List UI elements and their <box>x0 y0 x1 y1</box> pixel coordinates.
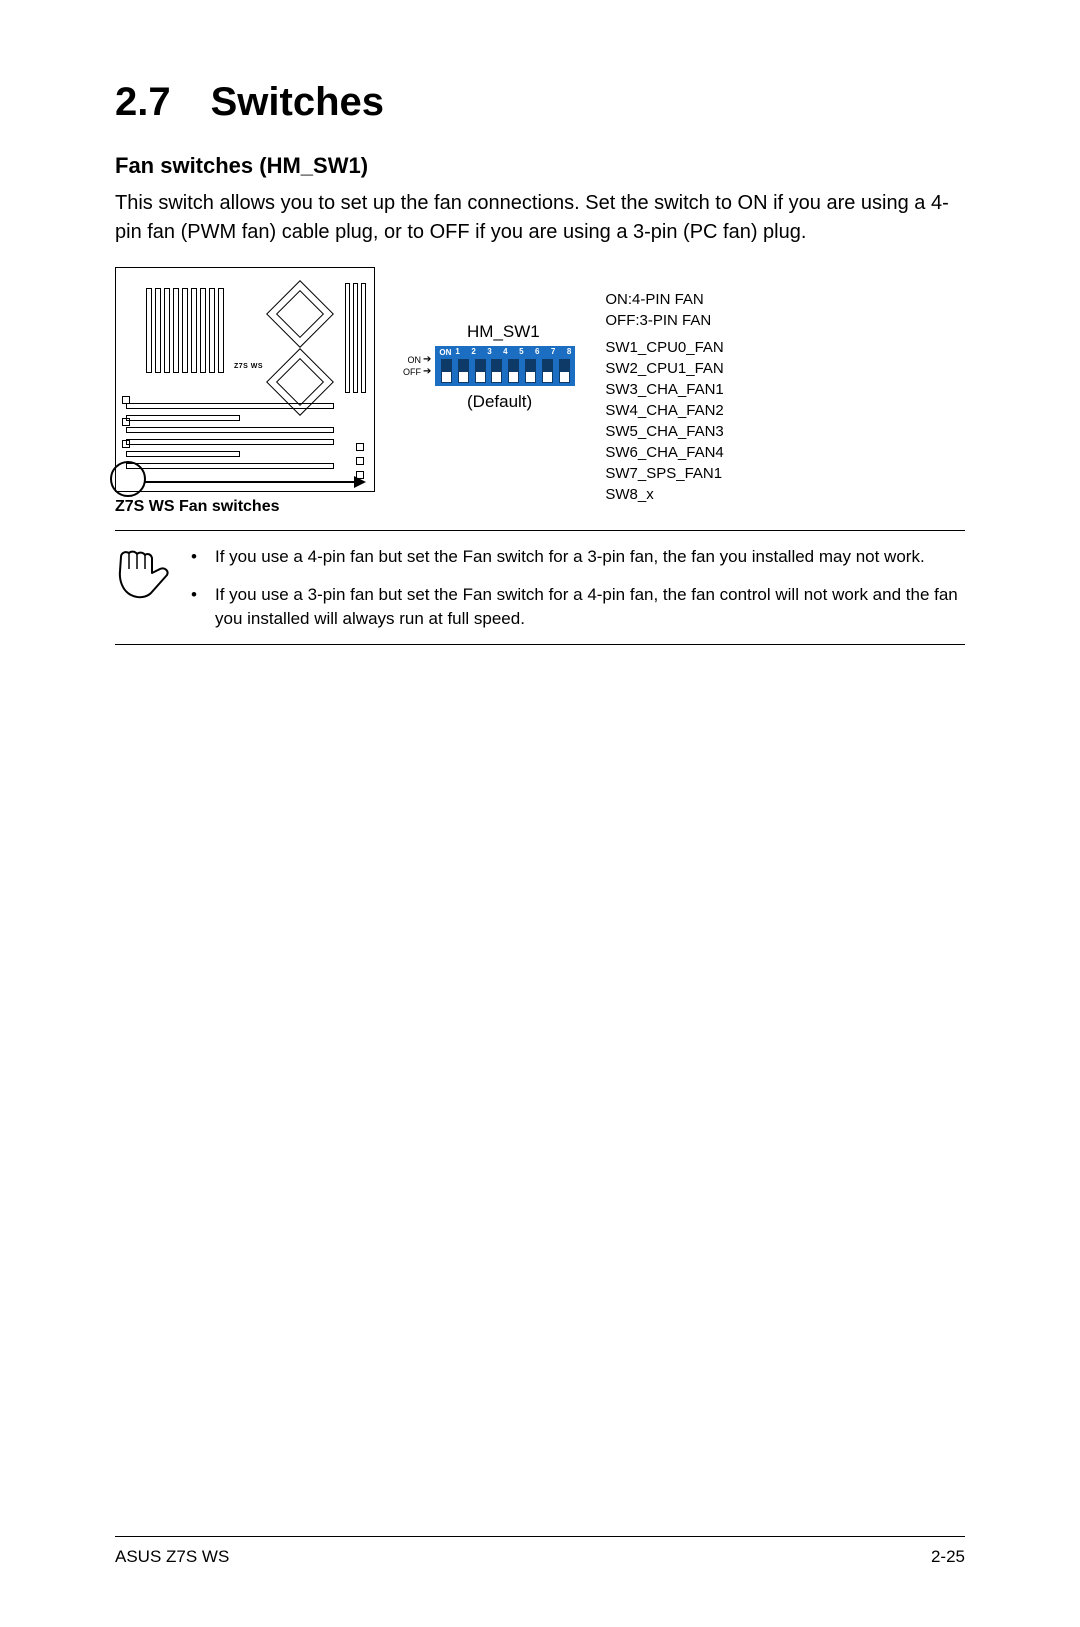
note-block: • If you use a 4-pin fan but set the Fan… <box>115 530 965 645</box>
body-paragraph: This switch allows you to set up the fan… <box>115 189 965 247</box>
note-list: • If you use a 4-pin fan but set the Fan… <box>185 545 965 630</box>
on-off-labels: ON➔ OFF➔ <box>403 354 431 378</box>
motherboard-diagram-wrapper: Z7S WS Z7S WS Fan switches <box>115 267 393 516</box>
motherboard-diagram: Z7S WS <box>115 267 375 492</box>
legend-row: SW3_CHA_FAN1 <box>605 379 723 400</box>
subheading: Fan switches (HM_SW1) <box>115 153 965 179</box>
legend-row: SW6_CHA_FAN4 <box>605 442 723 463</box>
dip-num: 8 <box>567 347 571 356</box>
section-name: Switches <box>211 80 384 124</box>
bullet-icon: • <box>185 583 215 631</box>
legend-row: SW2_CPU1_FAN <box>605 358 723 379</box>
dip-on-text: ON <box>439 348 451 357</box>
dimm-slot-icon <box>361 283 366 393</box>
callout-arrow <box>144 481 364 483</box>
legend-row: SW8_x <box>605 484 723 505</box>
dip-num: 1 <box>455 347 459 356</box>
dip-num: 6 <box>535 347 539 356</box>
legend-row: SW4_CHA_FAN2 <box>605 400 723 421</box>
on-label: ON <box>408 355 422 366</box>
dip-switch-column: HM_SW1 ON➔ OFF➔ ON 1 2 3 4 5 6 7 <box>403 267 575 412</box>
diagram-row: Z7S WS Z7S WS Fan switches <box>115 267 965 516</box>
section-number: 2.7 <box>115 80 171 125</box>
section-title: 2.7 Switches <box>115 80 965 125</box>
note-text: If you use a 4-pin fan but set the Fan s… <box>215 545 925 569</box>
legend-row: SW1_CPU0_FAN <box>605 337 723 358</box>
dip-switch-icon: ON 1 2 3 4 5 6 7 8 <box>435 346 575 386</box>
legend-off-line: OFF:3-PIN FAN <box>605 310 723 331</box>
off-label: OFF <box>403 367 421 378</box>
board-model-label: Z7S WS <box>234 363 263 370</box>
switch-location-marker <box>110 461 146 497</box>
arrow-right-icon: ➔ <box>423 366 431 378</box>
bullet-icon: • <box>185 545 215 569</box>
footer-right: 2-25 <box>931 1547 965 1567</box>
page-footer: ASUS Z7S WS 2-25 <box>115 1536 965 1567</box>
note-hand-icon <box>115 545 185 606</box>
pcie-area <box>126 403 334 471</box>
arrow-right-icon: ➔ <box>423 354 431 366</box>
dimm-slot-icon <box>353 283 358 393</box>
cpu-socket-icon <box>266 280 334 348</box>
heatsink-icon <box>146 288 226 373</box>
diagram-caption: Z7S WS Fan switches <box>115 498 393 516</box>
dip-num: 7 <box>551 347 555 356</box>
note-item: • If you use a 4-pin fan but set the Fan… <box>185 545 965 569</box>
note-text: If you use a 3-pin fan but set the Fan s… <box>215 583 965 631</box>
dip-switch-title: HM_SW1 <box>467 322 575 342</box>
legend-row: SW5_CHA_FAN3 <box>605 421 723 442</box>
dip-num: 5 <box>519 347 523 356</box>
dip-num: 4 <box>503 347 507 356</box>
legend-on-line: ON:4-PIN FAN <box>605 289 723 310</box>
dimm-slot-icon <box>345 283 350 393</box>
dip-num: 3 <box>487 347 491 356</box>
legend-column: ON:4-PIN FAN OFF:3-PIN FAN SW1_CPU0_FAN … <box>605 267 723 505</box>
default-label: (Default) <box>467 392 575 412</box>
page: 2.7 Switches Fan switches (HM_SW1) This s… <box>0 0 1080 1627</box>
dip-number-row: 1 2 3 4 5 6 7 8 <box>455 347 571 356</box>
footer-left: ASUS Z7S WS <box>115 1547 229 1567</box>
note-item: • If you use a 3-pin fan but set the Fan… <box>185 583 965 631</box>
legend-row: SW7_SPS_FAN1 <box>605 463 723 484</box>
dip-switch-row: ON➔ OFF➔ ON 1 2 3 4 5 6 7 8 <box>403 346 575 386</box>
dip-num: 2 <box>471 347 475 356</box>
